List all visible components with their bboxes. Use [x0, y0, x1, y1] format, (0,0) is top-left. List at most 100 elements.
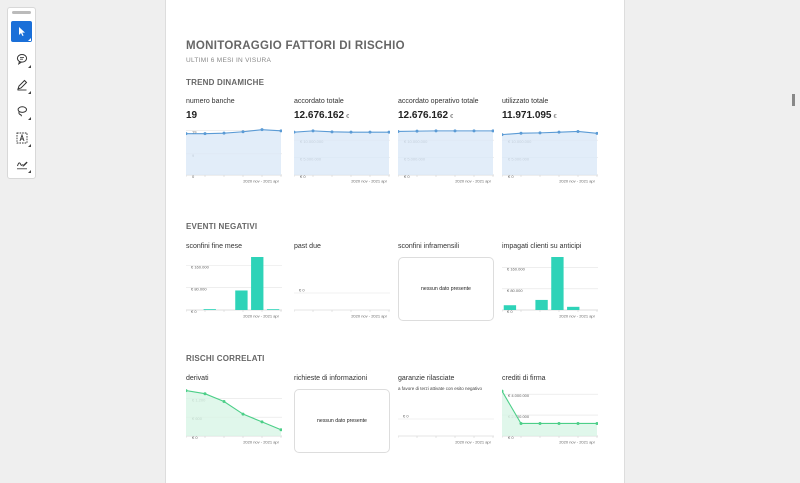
data-point[interactable] [538, 421, 542, 425]
toolbar-grip[interactable] [12, 11, 31, 14]
series-line [186, 129, 282, 135]
mini-chart: € 0 2020 nov - 2021 apr [294, 288, 390, 319]
data-point[interactable] [241, 130, 245, 134]
series-line [294, 130, 389, 133]
card-title: numero banche [186, 98, 235, 105]
y-tick-label: € 0 [191, 309, 197, 314]
y-tick-label: € 0 [403, 414, 409, 419]
data-point[interactable] [387, 130, 391, 134]
metric-card: numero banche1919902020 nov - 2021 apr [186, 98, 282, 184]
data-point[interactable] [595, 421, 599, 425]
data-point[interactable] [368, 130, 372, 134]
data-point[interactable] [595, 131, 599, 135]
data-point[interactable] [203, 132, 207, 136]
card-title: derivati [186, 375, 209, 382]
data-point[interactable] [349, 130, 353, 134]
data-point[interactable] [203, 392, 207, 396]
data-point[interactable] [502, 389, 504, 393]
series-area [294, 130, 389, 175]
y-tick-label: € 160.000 [507, 267, 526, 272]
y-tick-label: € 0 [507, 309, 513, 314]
data-point[interactable] [502, 133, 504, 137]
data-point[interactable] [222, 131, 226, 135]
y-tick-label: € 0 [300, 174, 306, 179]
data-point[interactable] [576, 421, 580, 425]
section-title: TREND DINAMICHE [186, 78, 265, 87]
card-title: utilizzato totale [502, 98, 549, 105]
card-title: sconfini inframensili [398, 243, 460, 250]
metric-card: crediti di firma € 4.000.000 € 2.000.000 € … [502, 375, 598, 445]
data-point[interactable] [415, 129, 419, 133]
y-tick-label: € 0 [404, 174, 410, 179]
series-area [398, 130, 493, 175]
select-tool-button[interactable] [11, 21, 32, 42]
lasso-tool-button[interactable] [11, 100, 32, 121]
x-axis-label: 2020 nov - 2021 apr [559, 179, 595, 184]
data-point[interactable] [311, 129, 315, 133]
bar[interactable] [535, 299, 548, 310]
y-tick-label: € 80.000 [507, 288, 523, 293]
x-axis-label: 2020 nov - 2021 apr [243, 314, 279, 319]
empty-data-box: nessun dato presente [398, 257, 494, 321]
card-value-number: 19 [186, 110, 198, 121]
data-point[interactable] [519, 421, 523, 425]
data-point[interactable] [491, 129, 495, 133]
bar[interactable] [551, 257, 564, 310]
currency-symbol: € [346, 114, 350, 120]
bar[interactable] [251, 257, 264, 310]
data-point[interactable] [260, 128, 264, 132]
data-point[interactable] [279, 129, 283, 133]
x-axis-label: 2020 nov - 2021 apr [559, 440, 595, 445]
comment-tool-button[interactable] [11, 48, 32, 69]
data-point[interactable] [519, 131, 523, 135]
data-point[interactable] [557, 130, 561, 134]
data-point[interactable] [186, 132, 188, 136]
data-point[interactable] [241, 412, 245, 416]
series-line [186, 390, 282, 431]
y-tick-label: 19 [192, 129, 197, 134]
card-value-number: 11.971.095 [502, 110, 552, 121]
y-tick-label: € 160.000 [191, 264, 210, 269]
data-point[interactable] [538, 131, 542, 135]
page-subtitle: ULTIMI 6 MESI IN VISURA [186, 57, 272, 64]
bar[interactable] [203, 309, 216, 310]
sign-tool-button[interactable] [11, 153, 32, 174]
data-point[interactable] [294, 130, 296, 134]
metric-card: garanzie rilasciate a favore di terzi att… [398, 375, 494, 445]
signature-icon [16, 161, 28, 169]
data-point[interactable] [260, 420, 264, 424]
card-value: 19 [186, 110, 197, 121]
data-point[interactable] [330, 130, 334, 134]
mini-chart: € 0 2020 nov - 2021 apr [398, 414, 494, 445]
data-point[interactable] [222, 400, 226, 404]
x-axis-label: 2020 nov - 2021 apr [559, 314, 595, 319]
series-line [502, 130, 598, 136]
card-title: crediti di firma [502, 375, 546, 382]
x-axis-label: 2020 nov - 2021 apr [243, 440, 279, 445]
data-point[interactable] [434, 129, 438, 133]
card-title: richieste di informazioni [294, 375, 368, 382]
data-point[interactable] [576, 129, 580, 133]
y-tick-label: € 0 [508, 435, 514, 440]
scrollbar-thumb[interactable] [792, 94, 795, 106]
data-point[interactable] [398, 129, 400, 133]
series-area [502, 391, 597, 436]
text-tool-button[interactable] [11, 127, 32, 148]
data-point[interactable] [472, 129, 476, 133]
series-area [186, 390, 281, 436]
data-point[interactable] [186, 389, 188, 393]
currency-symbol: € [553, 114, 557, 120]
bar[interactable] [503, 305, 517, 310]
data-point[interactable] [453, 129, 457, 133]
bar[interactable] [235, 290, 248, 310]
draw-tool-button[interactable] [11, 74, 32, 95]
data-point[interactable] [279, 428, 283, 432]
document-page [165, 0, 625, 483]
lasso-icon [17, 105, 27, 117]
data-point[interactable] [557, 421, 561, 425]
mini-chart: € 160.000 € 80.000 € 0 2020 nov - 2021 apr [502, 257, 598, 319]
bar[interactable] [567, 306, 580, 310]
bar[interactable] [266, 309, 280, 310]
